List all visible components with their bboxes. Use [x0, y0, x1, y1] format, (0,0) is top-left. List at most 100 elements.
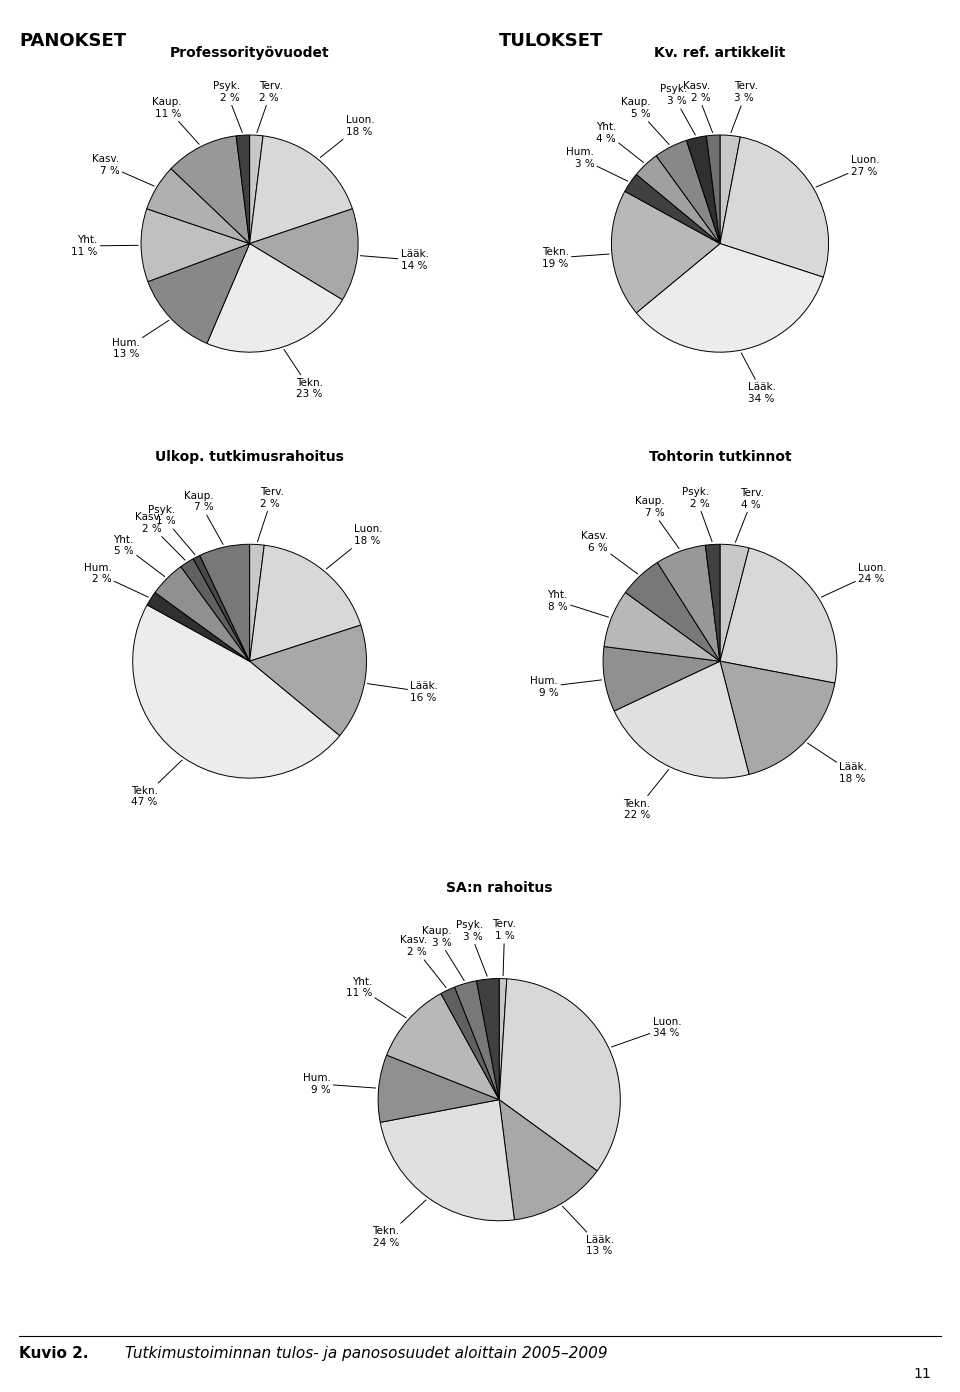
Text: Kaup.
5 %: Kaup. 5 % — [621, 97, 669, 145]
Wedge shape — [636, 156, 720, 244]
Text: Tekn.
24 %: Tekn. 24 % — [372, 1200, 426, 1247]
Text: Hum.
3 %: Hum. 3 % — [566, 148, 628, 181]
Wedge shape — [387, 994, 499, 1100]
Text: Kasv.
6 %: Kasv. 6 % — [581, 532, 637, 574]
Text: Psyk.
2 %: Psyk. 2 % — [213, 81, 242, 132]
Wedge shape — [193, 555, 250, 661]
Text: 11: 11 — [914, 1367, 931, 1381]
Text: Lääk.
14 %: Lääk. 14 % — [360, 249, 429, 271]
Text: Kuvio 2.: Kuvio 2. — [19, 1346, 88, 1361]
Text: Psyk.
3 %: Psyk. 3 % — [456, 920, 487, 976]
Text: Kaup.
7 %: Kaup. 7 % — [184, 490, 223, 544]
Wedge shape — [636, 244, 824, 352]
Text: Tekn.
23 %: Tekn. 23 % — [284, 349, 324, 400]
Wedge shape — [720, 135, 740, 244]
Text: Kaup.
11 %: Kaup. 11 % — [152, 97, 199, 145]
Text: Yht.
11 %: Yht. 11 % — [71, 235, 138, 256]
Title: Tohtorin tutkinnot: Tohtorin tutkinnot — [649, 450, 791, 464]
Wedge shape — [499, 979, 507, 1100]
Wedge shape — [625, 562, 720, 661]
Wedge shape — [499, 1100, 597, 1219]
Text: Psyk.
3 %: Psyk. 3 % — [660, 85, 695, 135]
Title: Professorityövuodet: Professorityövuodet — [170, 46, 329, 60]
Title: Kv. ref. artikkelit: Kv. ref. artikkelit — [655, 46, 785, 60]
Wedge shape — [148, 244, 250, 344]
Wedge shape — [155, 567, 250, 661]
Text: Luon.
27 %: Luon. 27 % — [816, 156, 879, 187]
Text: Terv.
3 %: Terv. 3 % — [731, 82, 758, 132]
Wedge shape — [720, 548, 837, 683]
Text: Luon.
34 %: Luon. 34 % — [612, 1016, 682, 1047]
Text: Terv.
2 %: Terv. 2 % — [257, 81, 283, 132]
Text: Luon.
24 %: Luon. 24 % — [822, 562, 887, 597]
Text: Lääk.
16 %: Lääk. 16 % — [368, 681, 439, 703]
Text: Tutkimustoiminnan tulos- ja panososuudet aloittain 2005–2009: Tutkimustoiminnan tulos- ja panososuudet… — [125, 1346, 608, 1361]
Wedge shape — [707, 135, 720, 244]
Text: Kasv.
2 %: Kasv. 2 % — [399, 935, 446, 987]
Wedge shape — [614, 661, 749, 778]
Wedge shape — [250, 625, 367, 736]
Text: Psyk.
2 %: Psyk. 2 % — [683, 487, 712, 541]
Text: Hum.
2 %: Hum. 2 % — [84, 562, 148, 597]
Wedge shape — [141, 209, 250, 281]
Text: Yht.
11 %: Yht. 11 % — [346, 977, 406, 1018]
Text: Yht.
8 %: Yht. 8 % — [547, 590, 609, 617]
Text: Tekn.
22 %: Tekn. 22 % — [623, 770, 669, 820]
Text: Hum.
9 %: Hum. 9 % — [531, 677, 602, 697]
Text: Terv.
1 %: Terv. 1 % — [492, 920, 516, 976]
Text: Terv.
2 %: Terv. 2 % — [257, 487, 284, 541]
Wedge shape — [441, 987, 499, 1100]
Wedge shape — [720, 544, 749, 661]
Wedge shape — [250, 135, 263, 244]
Wedge shape — [657, 141, 720, 244]
Wedge shape — [378, 1055, 499, 1122]
Wedge shape — [250, 136, 352, 244]
Wedge shape — [250, 544, 264, 661]
Text: Lääk.
18 %: Lääk. 18 % — [807, 743, 867, 784]
Wedge shape — [180, 558, 250, 661]
Wedge shape — [499, 979, 620, 1171]
Text: Kasv.
7 %: Kasv. 7 % — [92, 155, 155, 187]
Wedge shape — [476, 979, 499, 1100]
Wedge shape — [455, 981, 499, 1100]
Wedge shape — [604, 593, 720, 661]
Wedge shape — [236, 135, 250, 244]
Text: Kaup.
7 %: Kaup. 7 % — [635, 497, 679, 548]
Text: PANOKSET: PANOKSET — [19, 32, 127, 50]
Wedge shape — [250, 546, 361, 661]
Text: Kasv.
2 %: Kasv. 2 % — [134, 512, 185, 560]
Wedge shape — [706, 544, 720, 661]
Text: Kasv.
2 %: Kasv. 2 % — [684, 81, 712, 132]
Text: Lääk.
13 %: Lääk. 13 % — [563, 1207, 613, 1257]
Wedge shape — [686, 136, 720, 244]
Text: Luon.
18 %: Luon. 18 % — [321, 116, 374, 157]
Text: Yht.
5 %: Yht. 5 % — [113, 535, 165, 576]
Wedge shape — [250, 209, 358, 299]
Wedge shape — [612, 191, 720, 313]
Wedge shape — [603, 646, 720, 711]
Wedge shape — [171, 136, 250, 244]
Text: Tekn.
19 %: Tekn. 19 % — [541, 248, 609, 269]
Title: Ulkop. tutkimusrahoitus: Ulkop. tutkimusrahoitus — [156, 450, 344, 464]
Wedge shape — [720, 661, 835, 774]
Text: Luon.
18 %: Luon. 18 % — [326, 525, 383, 569]
Text: Psyk.
1 %: Psyk. 1 % — [148, 504, 195, 554]
Wedge shape — [720, 136, 828, 277]
Wedge shape — [132, 606, 340, 778]
Wedge shape — [658, 546, 720, 661]
Wedge shape — [625, 174, 720, 244]
Text: Hum.
9 %: Hum. 9 % — [302, 1073, 375, 1094]
Wedge shape — [200, 544, 250, 661]
Wedge shape — [207, 244, 343, 352]
Text: Lääk.
34 %: Lääk. 34 % — [741, 354, 777, 404]
Text: Kaup.
3 %: Kaup. 3 % — [422, 926, 465, 980]
Text: Terv.
4 %: Terv. 4 % — [735, 489, 764, 543]
Wedge shape — [380, 1100, 515, 1221]
Title: SA:n rahoitus: SA:n rahoitus — [446, 881, 552, 895]
Text: Yht.
4 %: Yht. 4 % — [595, 122, 643, 163]
Text: TULOKSET: TULOKSET — [499, 32, 604, 50]
Wedge shape — [147, 593, 250, 661]
Wedge shape — [147, 168, 250, 244]
Text: Tekn.
47 %: Tekn. 47 % — [131, 760, 182, 807]
Text: Hum.
13 %: Hum. 13 % — [111, 320, 169, 359]
